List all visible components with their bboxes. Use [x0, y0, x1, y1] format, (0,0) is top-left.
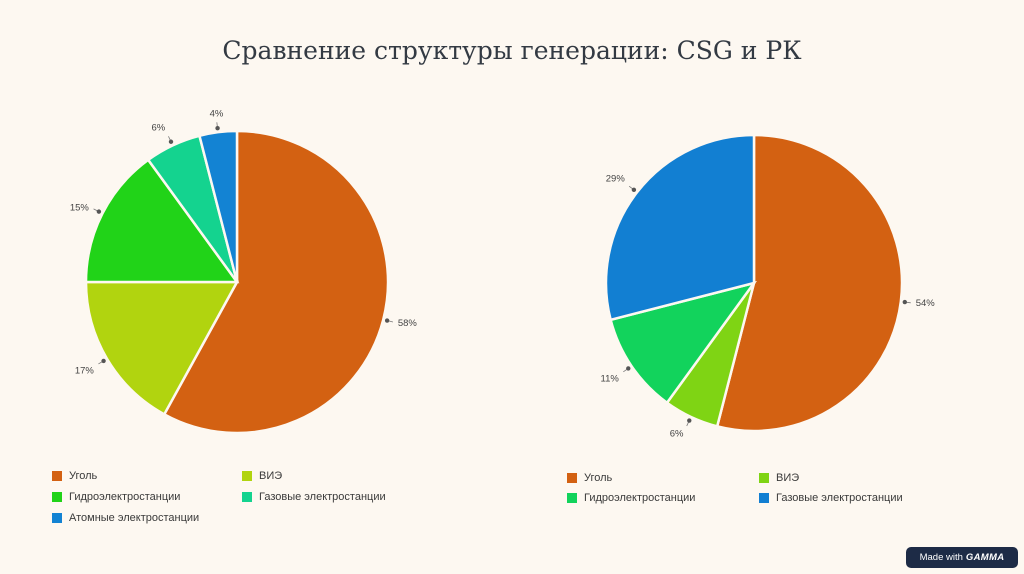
label-dot: [687, 418, 692, 423]
legend-item[interactable]: Гидроэлектростанции: [567, 492, 695, 504]
pie-slice-1-1[interactable]: [162, 129, 390, 435]
label-dot: [902, 299, 908, 305]
pie-slice-2-4[interactable]: [604, 133, 756, 322]
legend-label: Атомные электростанции: [69, 512, 200, 524]
legend-item[interactable]: Атомные электростанции: [52, 512, 199, 524]
legend-swatch: [242, 471, 252, 481]
pie-slice-1-2[interactable]: [84, 280, 240, 417]
legend-label: Гидроэлектростанции: [584, 492, 696, 504]
pie-slice-2-1[interactable]: [715, 133, 904, 433]
pie-data-label: 17%: [75, 365, 95, 376]
legend-swatch: [567, 473, 577, 483]
legend-item[interactable]: ВИЭ: [242, 470, 282, 482]
legend-swatch: [567, 493, 577, 503]
pie-data-label: 54%: [916, 298, 936, 309]
legend-swatch: [52, 471, 62, 481]
badge-text: Made with: [919, 552, 963, 563]
pie-data-label: 15%: [70, 203, 90, 214]
legend-swatch: [52, 492, 62, 502]
legend-label: Гидроэлектростанции: [69, 491, 181, 503]
pie-chart-2: 54% 6% 11% 29%: [601, 133, 936, 440]
label-dot: [384, 318, 390, 323]
legend-item[interactable]: Газовые электростанции: [759, 492, 903, 504]
label-dot: [626, 366, 631, 371]
label-dot: [168, 139, 174, 144]
pie-chart-1: 58% 17% 15% 6% 4%: [70, 108, 418, 435]
label-dot: [101, 358, 106, 364]
legend-item[interactable]: Газовые электростанции: [242, 491, 386, 503]
legend-swatch: [52, 513, 62, 523]
legend-label: Газовые электростанции: [776, 492, 903, 504]
legend-label: ВИЭ: [776, 472, 800, 484]
legend-item[interactable]: Уголь: [52, 470, 97, 482]
legend-label: Газовые электростанции: [259, 491, 386, 503]
legend-item[interactable]: Гидроэлектростанции: [52, 491, 180, 503]
pie-data-label: 6%: [151, 123, 165, 134]
legend-item[interactable]: ВИЭ: [759, 472, 799, 484]
legend-label: ВИЭ: [259, 470, 283, 482]
pie-data-label: 4%: [210, 108, 224, 119]
pie-slice-1-3[interactable]: [84, 158, 240, 284]
pie-slice-1-5[interactable]: [197, 129, 239, 283]
pie-slice-2-3[interactable]: [609, 280, 758, 405]
legend-label: Уголь: [584, 472, 613, 484]
label-dot: [96, 209, 102, 214]
legend-swatch: [242, 492, 252, 502]
label-dot: [631, 187, 637, 193]
legend-swatch: [759, 493, 769, 503]
legend-label: Уголь: [69, 470, 98, 482]
pie-data-label: 58%: [398, 318, 418, 329]
legend-swatch: [759, 473, 769, 483]
pie-data-label: 11%: [601, 373, 620, 384]
label-dot: [215, 126, 220, 131]
page-title: Сравнение структуры генерации: CSG и РК: [222, 36, 802, 65]
pie-data-label: 6%: [670, 429, 684, 440]
made-with-gamma-badge[interactable]: Made with GAMMA: [906, 547, 1018, 568]
pie-data-label: 29%: [606, 173, 626, 184]
legend-item[interactable]: Уголь: [567, 472, 612, 484]
gamma-logo: GAMMA: [965, 552, 1005, 563]
